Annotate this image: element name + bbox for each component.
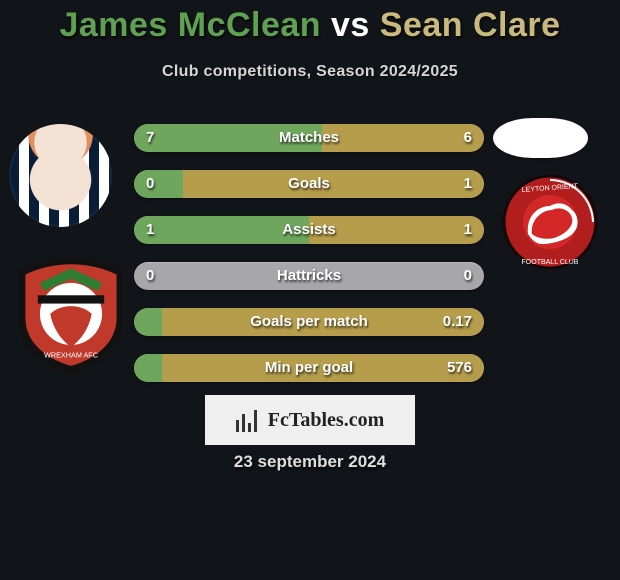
stat-label: Goals xyxy=(134,170,484,198)
stat-value-left: 7 xyxy=(146,124,154,152)
brand-text: FcTables.com xyxy=(268,409,384,432)
stat-value-left: 1 xyxy=(146,216,154,244)
page-title: James McClean vs Sean Clare xyxy=(0,0,620,45)
brand-box: FcTables.com xyxy=(205,395,415,445)
stat-value-right: 576 xyxy=(447,354,472,382)
stat-value-left: 0 xyxy=(146,262,154,290)
player2-club-badge: LEYTON ORIENT FOOTBALL CLUB xyxy=(496,174,604,274)
stat-row: Goals0 1 xyxy=(134,170,484,198)
stat-value-right: 1 xyxy=(464,216,472,244)
player2-name: Sean Clare xyxy=(380,6,561,44)
svg-text:FOOTBALL CLUB: FOOTBALL CLUB xyxy=(522,259,579,266)
stat-row: Assists1 1 xyxy=(134,216,484,244)
stat-value-right: 0.17 xyxy=(443,308,472,336)
player1-name: James McClean xyxy=(59,6,321,44)
stat-value-right: 6 xyxy=(464,124,472,152)
stat-row: Hattricks0 0 xyxy=(134,262,484,290)
player1-club-badge: WREXHAM AFC xyxy=(19,258,123,374)
stat-row: Min per goal576 xyxy=(134,354,484,382)
stat-row: Goals per match0.17 xyxy=(134,308,484,336)
stat-label: Assists xyxy=(134,216,484,244)
stat-row: Matches7 6 xyxy=(134,124,484,152)
stat-label: Hattricks xyxy=(134,262,484,290)
vs-text: vs xyxy=(321,6,380,44)
stat-label: Min per goal xyxy=(134,354,484,382)
player1-avatar xyxy=(9,124,112,227)
brand-icon xyxy=(236,408,260,432)
stat-value-right: 1 xyxy=(464,170,472,198)
date-label: 23 september 2024 xyxy=(0,452,620,472)
subtitle: Club competitions, Season 2024/2025 xyxy=(0,45,620,81)
stat-bars: Matches76Goals01Assists11Hattricks00Goal… xyxy=(134,124,484,400)
stat-value-left: 0 xyxy=(146,170,154,198)
stat-value-right: 0 xyxy=(464,262,472,290)
stat-label: Matches xyxy=(134,124,484,152)
stat-label: Goals per match xyxy=(134,308,484,336)
player2-avatar xyxy=(493,118,588,158)
svg-text:WREXHAM AFC: WREXHAM AFC xyxy=(44,350,98,359)
